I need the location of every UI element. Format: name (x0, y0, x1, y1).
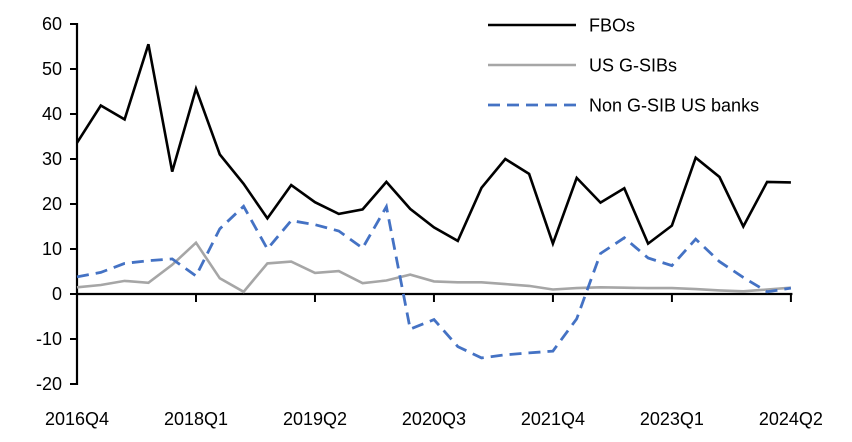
x-axis-label: 2019Q2 (283, 409, 347, 429)
legend-label-non-g-sib-us-banks: Non G-SIB US banks (589, 96, 759, 116)
y-axis-label: -20 (36, 374, 62, 394)
legend-label-us-g-sibs: US G-SIBs (589, 56, 677, 76)
series-line-non-g-sib-us-banks (76, 202, 792, 360)
y-axis-label: 10 (42, 239, 62, 259)
y-axis-label: 20 (42, 194, 62, 214)
y-axis-label: 40 (42, 104, 62, 124)
y-axis-label: 30 (42, 149, 62, 169)
y-axis-label: 60 (42, 14, 62, 34)
y-axis-label: -10 (36, 329, 62, 349)
series-line-fbos (75, 43, 791, 248)
y-axis-label: 50 (42, 59, 62, 79)
x-axis-label: 2018Q1 (164, 409, 228, 429)
x-axis-label: 2020Q3 (402, 409, 466, 429)
x-axis-label: 2021Q4 (521, 409, 585, 429)
x-axis-label: 2023Q1 (640, 409, 704, 429)
x-axis-label: 2016Q4 (45, 409, 109, 429)
x-axis-label: 2024Q2 (759, 409, 823, 429)
legend-label-fbos: FBOs (589, 16, 635, 36)
y-axis-label: 0 (52, 284, 62, 304)
series-line-us-g-sibs (76, 240, 791, 294)
